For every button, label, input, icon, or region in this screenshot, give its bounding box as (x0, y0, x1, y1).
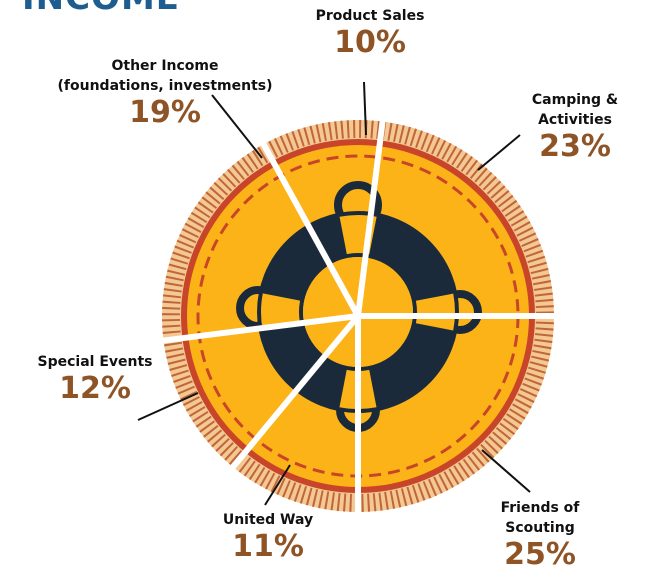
separator (355, 119, 386, 317)
slice-label: Other Income (foundations, investments) 1… (58, 56, 273, 130)
value-label: 11% (232, 529, 304, 564)
value-label: 10% (334, 25, 406, 60)
slice-label: Friends of Scouting 25% (478, 498, 602, 572)
value-label: 23% (539, 129, 611, 164)
separator (229, 314, 361, 471)
separator (259, 141, 361, 318)
leader-lines (137, 81, 531, 506)
chart-title: INCOME (22, 0, 180, 18)
slice-label: Camping & Activities 23% (531, 90, 620, 164)
slice-label: United Way 11% (223, 510, 313, 564)
separator (161, 313, 359, 344)
slice-label: Special Events 12% (38, 352, 153, 406)
value-label: 25% (504, 537, 576, 572)
category-name: United Way (222, 512, 314, 528)
category-name: Other Income (foundations, investments) (57, 58, 273, 94)
slice-label: Product Sales 10% (316, 6, 425, 60)
category-name: Friends of Scouting (500, 500, 580, 536)
value-label: 12% (59, 371, 131, 406)
category-name: Product Sales (315, 8, 425, 24)
category-name: Special Events (37, 354, 153, 370)
value-label: 19% (129, 95, 201, 130)
category-name: Camping & Activities (531, 92, 619, 128)
